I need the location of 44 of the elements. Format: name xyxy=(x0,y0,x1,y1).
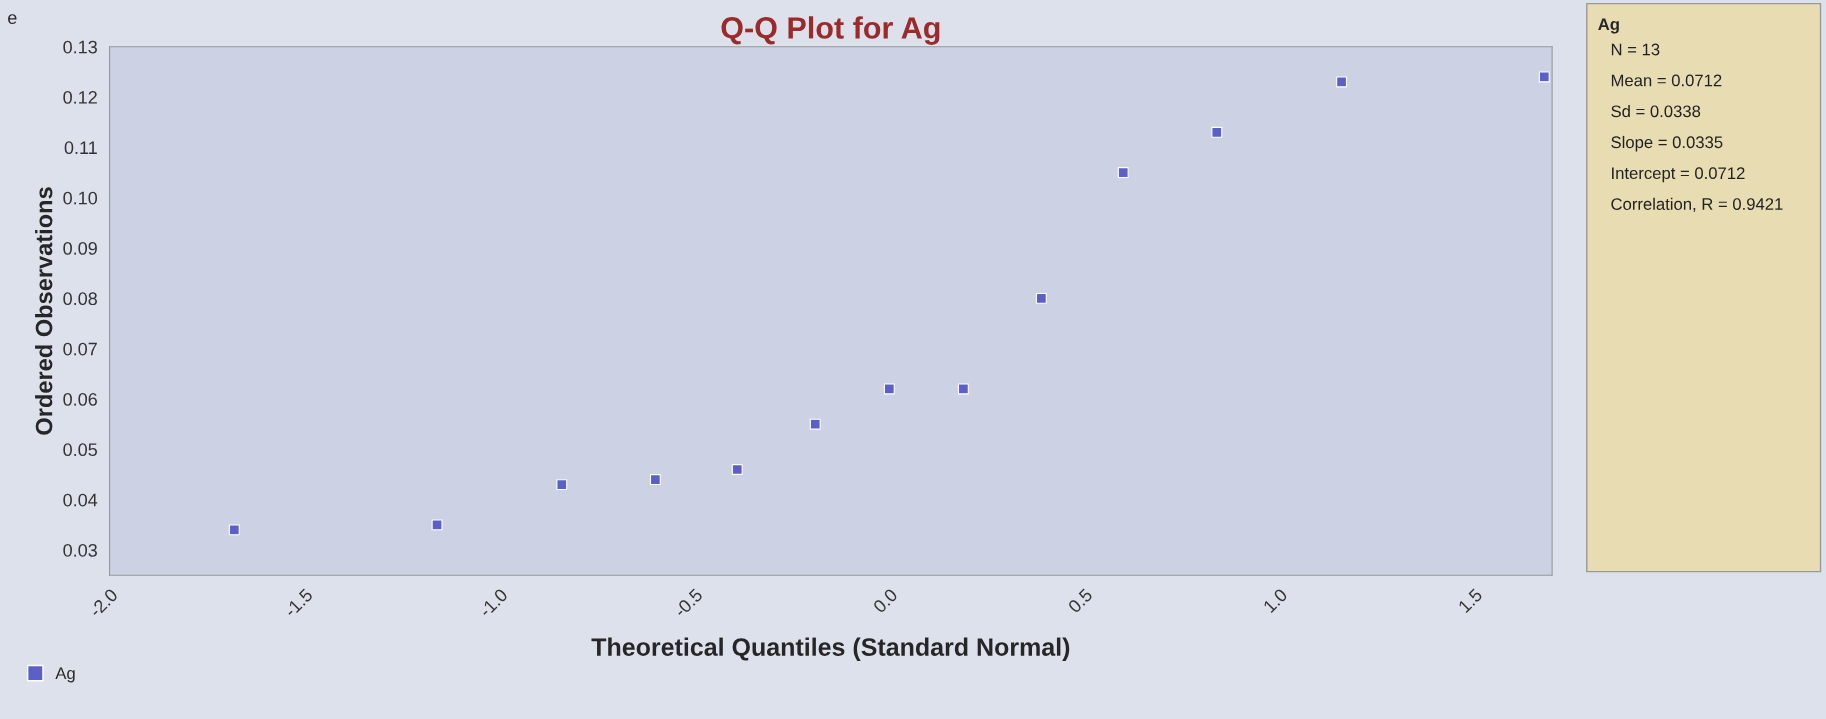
legend-label: Ag xyxy=(55,667,75,683)
text: Slope = 0.0335 xyxy=(1611,135,1723,152)
point xyxy=(883,383,895,395)
y-tick-label: 0.03 xyxy=(63,543,97,557)
text: Mean = 0.0712 xyxy=(1611,74,1722,87)
y-tick-label: 0.05 xyxy=(63,443,97,457)
x-tick-label: 0.5 xyxy=(1067,587,1094,614)
point xyxy=(649,474,661,486)
chart-title: Q-Q Plot for Ag xyxy=(721,16,940,45)
y-tick-label: 0.10 xyxy=(63,191,98,205)
x-tick-label: 0.0 xyxy=(872,587,899,614)
y-tick-label: 0.13 xyxy=(63,40,97,54)
point xyxy=(556,479,568,491)
x-tick-label: -2.0 xyxy=(88,587,119,618)
point xyxy=(1117,167,1129,179)
y-tick-label: 0.07 xyxy=(63,342,97,356)
y-tick-label: 0.04 xyxy=(63,493,98,507)
text: Sd = 0.0338 xyxy=(1611,104,1701,118)
x-tick-label: 1.5 xyxy=(1457,588,1483,614)
y-tick-label: 0.11 xyxy=(64,141,97,155)
text: N = 13 xyxy=(1611,43,1660,56)
point xyxy=(731,464,743,475)
point xyxy=(1538,71,1550,83)
y-tick-label: 0.08 xyxy=(63,292,97,306)
y-axis-title: Ordered Observations xyxy=(35,187,53,435)
text: Intercept = 0.0712 xyxy=(1612,167,1745,183)
point xyxy=(1336,76,1348,88)
x-tick-label: -0.5 xyxy=(673,587,704,618)
point xyxy=(957,383,969,395)
point xyxy=(431,519,443,531)
y-tick-label: 0.09 xyxy=(63,241,97,255)
point xyxy=(809,418,821,430)
x-tick-label: -1.0 xyxy=(478,587,509,618)
point xyxy=(228,524,240,536)
y-tick-label: 0.12 xyxy=(63,91,97,104)
x-tick-label: 1.0 xyxy=(1262,587,1289,614)
text: e xyxy=(8,14,17,25)
x-tick-label: -1.5 xyxy=(283,588,314,618)
x-axis-title: Theoretical Quantiles (Standard Normal) xyxy=(591,637,1070,661)
point xyxy=(1035,292,1047,304)
text: Correlation, R = 0.9421 xyxy=(1611,197,1783,212)
point xyxy=(1211,126,1223,138)
y-tick-label: 0.06 xyxy=(63,392,97,406)
text: Ag xyxy=(1598,18,1619,34)
